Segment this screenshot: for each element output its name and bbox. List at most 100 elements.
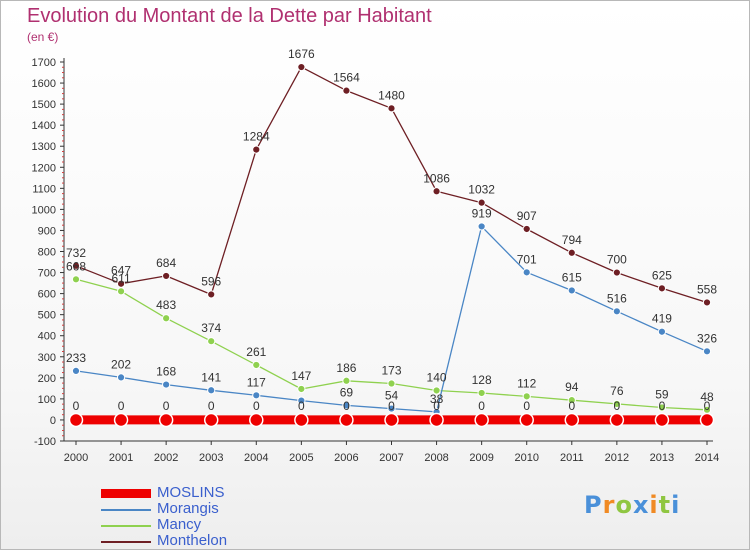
y-tick-label: 100 bbox=[38, 394, 56, 406]
data-point bbox=[71, 261, 81, 270]
y-tick-label: 1500 bbox=[32, 99, 56, 111]
data-point bbox=[252, 145, 261, 154]
data-label: 94 bbox=[565, 380, 579, 394]
data-point bbox=[252, 391, 261, 400]
y-tick-label: 400 bbox=[38, 331, 56, 343]
series-lines bbox=[68, 62, 715, 428]
y-tick-label: 1600 bbox=[32, 78, 56, 90]
legend-swatch bbox=[101, 489, 151, 498]
data-label: 54 bbox=[385, 389, 399, 403]
data-label: 117 bbox=[247, 375, 266, 389]
data-point bbox=[203, 412, 219, 428]
data-point bbox=[113, 412, 129, 428]
data-label: 1480 bbox=[378, 88, 405, 102]
legend-item-mancy: Mancy bbox=[101, 516, 321, 534]
data-label: 1086 bbox=[423, 171, 450, 185]
logo-letter: i bbox=[649, 491, 659, 519]
data-label: 0 bbox=[298, 399, 305, 413]
legend-item-moslins: MOSLINS bbox=[101, 484, 321, 502]
legend-swatch bbox=[101, 509, 151, 511]
legend-item-morangis: Morangis bbox=[101, 501, 321, 518]
data-label: 0 bbox=[478, 399, 485, 413]
y-tick-label: 1400 bbox=[32, 120, 56, 132]
data-label: 611 bbox=[112, 271, 131, 285]
data-point bbox=[657, 327, 667, 336]
data-labels: 0 0 0 0 0 0 0 0 0 0 0 0 0 0 0 233 202 168 141 117 69 54 38 919 7… bbox=[66, 47, 717, 413]
data-point bbox=[702, 298, 712, 307]
data-label: 647 bbox=[111, 264, 131, 278]
x-tick-label: 2006 bbox=[334, 452, 358, 464]
data-point bbox=[297, 384, 306, 394]
chart-subtitle: (en €) bbox=[27, 30, 59, 44]
data-label: 168 bbox=[156, 365, 176, 379]
data-point bbox=[342, 86, 351, 95]
data-label: 919 bbox=[472, 206, 492, 220]
data-point bbox=[162, 271, 171, 281]
data-label: 202 bbox=[111, 357, 131, 371]
data-point bbox=[477, 388, 486, 398]
data-label: 907 bbox=[517, 209, 537, 223]
y-tick-label: 500 bbox=[38, 310, 56, 322]
legend: MOSLINS Morangis Mancy Monthelon bbox=[101, 484, 321, 549]
legend-item-monthelon: Monthelon bbox=[101, 532, 321, 549]
data-label: 1032 bbox=[468, 183, 495, 197]
data-point bbox=[116, 373, 126, 382]
chart-title: Evolution du Montant de la Dette par Hab… bbox=[27, 5, 432, 27]
y-tick-label: 600 bbox=[38, 289, 56, 301]
x-tick-label: 2003 bbox=[199, 452, 223, 464]
data-label: 483 bbox=[156, 298, 176, 312]
data-point bbox=[612, 268, 621, 277]
data-point bbox=[567, 396, 576, 405]
data-point bbox=[71, 275, 81, 284]
data-point bbox=[342, 376, 351, 385]
data-point bbox=[68, 412, 84, 428]
data-label: 0 bbox=[704, 399, 711, 413]
logo-letter: t bbox=[658, 491, 672, 519]
data-label: 140 bbox=[427, 370, 447, 384]
data-label: 59 bbox=[655, 388, 669, 402]
data-label: 558 bbox=[697, 282, 717, 296]
x-tick-label: 2012 bbox=[605, 452, 629, 464]
data-point bbox=[522, 268, 531, 277]
data-point bbox=[207, 290, 216, 299]
data-label: 1676 bbox=[288, 47, 315, 61]
data-point bbox=[387, 404, 396, 413]
data-point bbox=[567, 286, 576, 295]
data-label: 76 bbox=[610, 384, 624, 398]
data-point bbox=[297, 62, 306, 72]
data-label: 374 bbox=[201, 321, 221, 335]
data-label: 233 bbox=[66, 351, 86, 365]
legend-label: Mancy bbox=[157, 516, 202, 533]
data-label: 419 bbox=[652, 312, 672, 326]
legend-swatch bbox=[101, 541, 151, 543]
x-tick-label: 2010 bbox=[514, 452, 538, 464]
data-label: 0 bbox=[388, 399, 395, 413]
data-point bbox=[71, 366, 81, 375]
data-point bbox=[699, 412, 715, 428]
data-label: 0 bbox=[523, 399, 530, 413]
data-label: 128 bbox=[472, 373, 492, 387]
data-label: 0 bbox=[614, 399, 621, 413]
data-point bbox=[294, 412, 309, 428]
x-tick-label: 2000 bbox=[64, 452, 88, 464]
data-label: 0 bbox=[253, 399, 260, 413]
data-point bbox=[158, 412, 174, 428]
data-point bbox=[609, 412, 625, 428]
data-label: 701 bbox=[517, 252, 537, 266]
data-point bbox=[519, 412, 534, 428]
x-tick-label: 2011 bbox=[560, 452, 584, 464]
logo-letter: o bbox=[615, 491, 633, 519]
legend-label: MOSLINS bbox=[157, 484, 225, 501]
x-tick-label: 2013 bbox=[650, 452, 674, 464]
legend-label: Monthelon bbox=[157, 532, 228, 549]
data-point bbox=[384, 412, 399, 428]
data-point bbox=[162, 314, 171, 323]
data-label: 261 bbox=[246, 345, 266, 359]
data-point bbox=[564, 412, 580, 428]
data-label: 0 bbox=[208, 399, 215, 413]
data-point bbox=[387, 379, 396, 388]
y-tick-label: 1300 bbox=[32, 141, 56, 153]
data-label: 326 bbox=[697, 331, 717, 345]
y-tick-label: 700 bbox=[38, 268, 56, 280]
